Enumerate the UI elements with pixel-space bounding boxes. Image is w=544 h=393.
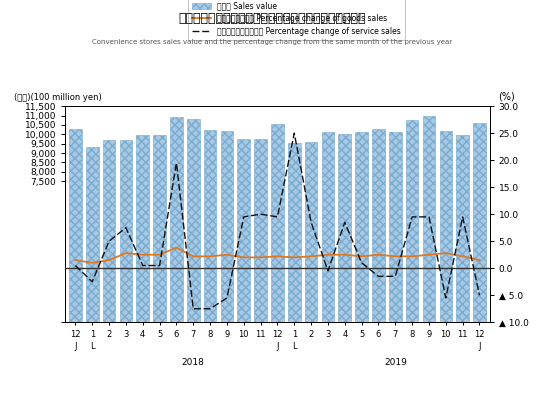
Bar	[221, 131, 233, 322]
Bar	[204, 130, 217, 322]
Bar	[237, 139, 250, 322]
Legend: 販売額 Sales value, 商品販売額増減率 Percentage change of goods sales, サービス売上高増減率 Percentag: 販売額 Sales value, 商品販売額増減率 Percentage cha…	[188, 0, 405, 40]
Text: J: J	[74, 342, 77, 351]
Text: 2019: 2019	[384, 358, 407, 367]
Text: コンビニエンスストア販売額・前年同月比増減率の推移: コンビニエンスストア販売額・前年同月比増減率の推移	[178, 12, 366, 25]
Text: (億円)(100 million yen): (億円)(100 million yen)	[14, 93, 102, 102]
Bar	[440, 131, 452, 322]
Bar	[305, 142, 318, 322]
Bar	[137, 135, 149, 322]
Bar	[406, 119, 418, 322]
Bar	[288, 143, 301, 322]
Bar	[338, 134, 351, 322]
Bar	[86, 147, 98, 322]
Text: (%): (%)	[498, 92, 515, 102]
Text: Convenience stores sales value and the percentage change from the same month of : Convenience stores sales value and the p…	[92, 39, 452, 45]
Bar	[69, 129, 82, 322]
Text: J: J	[478, 342, 481, 351]
Bar	[456, 135, 469, 322]
Bar	[170, 118, 183, 322]
Bar	[423, 116, 435, 322]
Text: J: J	[276, 342, 279, 351]
Bar	[389, 132, 401, 322]
Text: L: L	[90, 342, 95, 351]
Bar	[120, 140, 132, 322]
Bar	[153, 135, 166, 322]
Text: 2018: 2018	[182, 358, 205, 367]
Bar	[372, 129, 385, 322]
Bar	[187, 119, 200, 322]
Bar	[103, 140, 115, 322]
Bar	[322, 132, 334, 322]
Bar	[254, 140, 267, 322]
Bar	[355, 132, 368, 322]
Text: L: L	[292, 342, 296, 351]
Bar	[271, 124, 284, 322]
Bar	[473, 123, 486, 322]
